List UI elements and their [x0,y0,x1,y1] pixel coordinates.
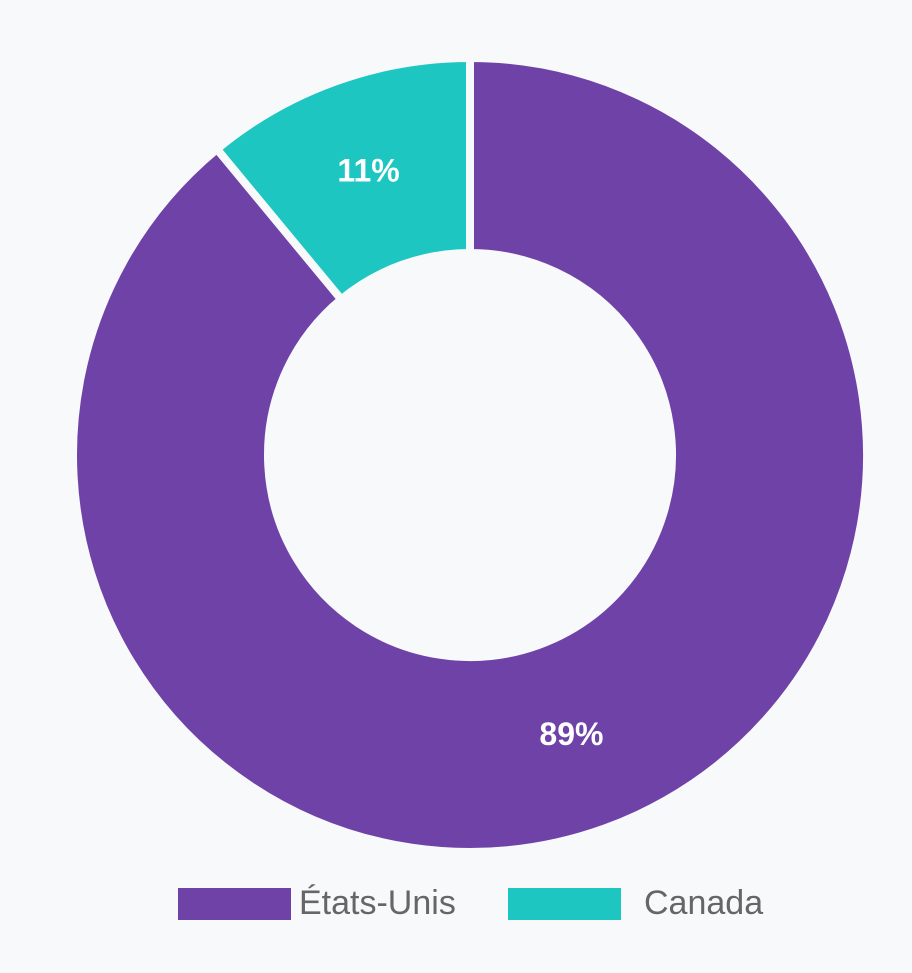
legend-swatch [508,888,621,920]
legend-label: Canada [644,884,763,922]
value-label: 89% [539,716,603,752]
donut-slice [69,54,871,856]
donut-slice [212,54,474,304]
legend-swatch [178,888,291,920]
value-label: 11% [337,153,399,189]
legend-label: États-Unis [299,884,456,922]
